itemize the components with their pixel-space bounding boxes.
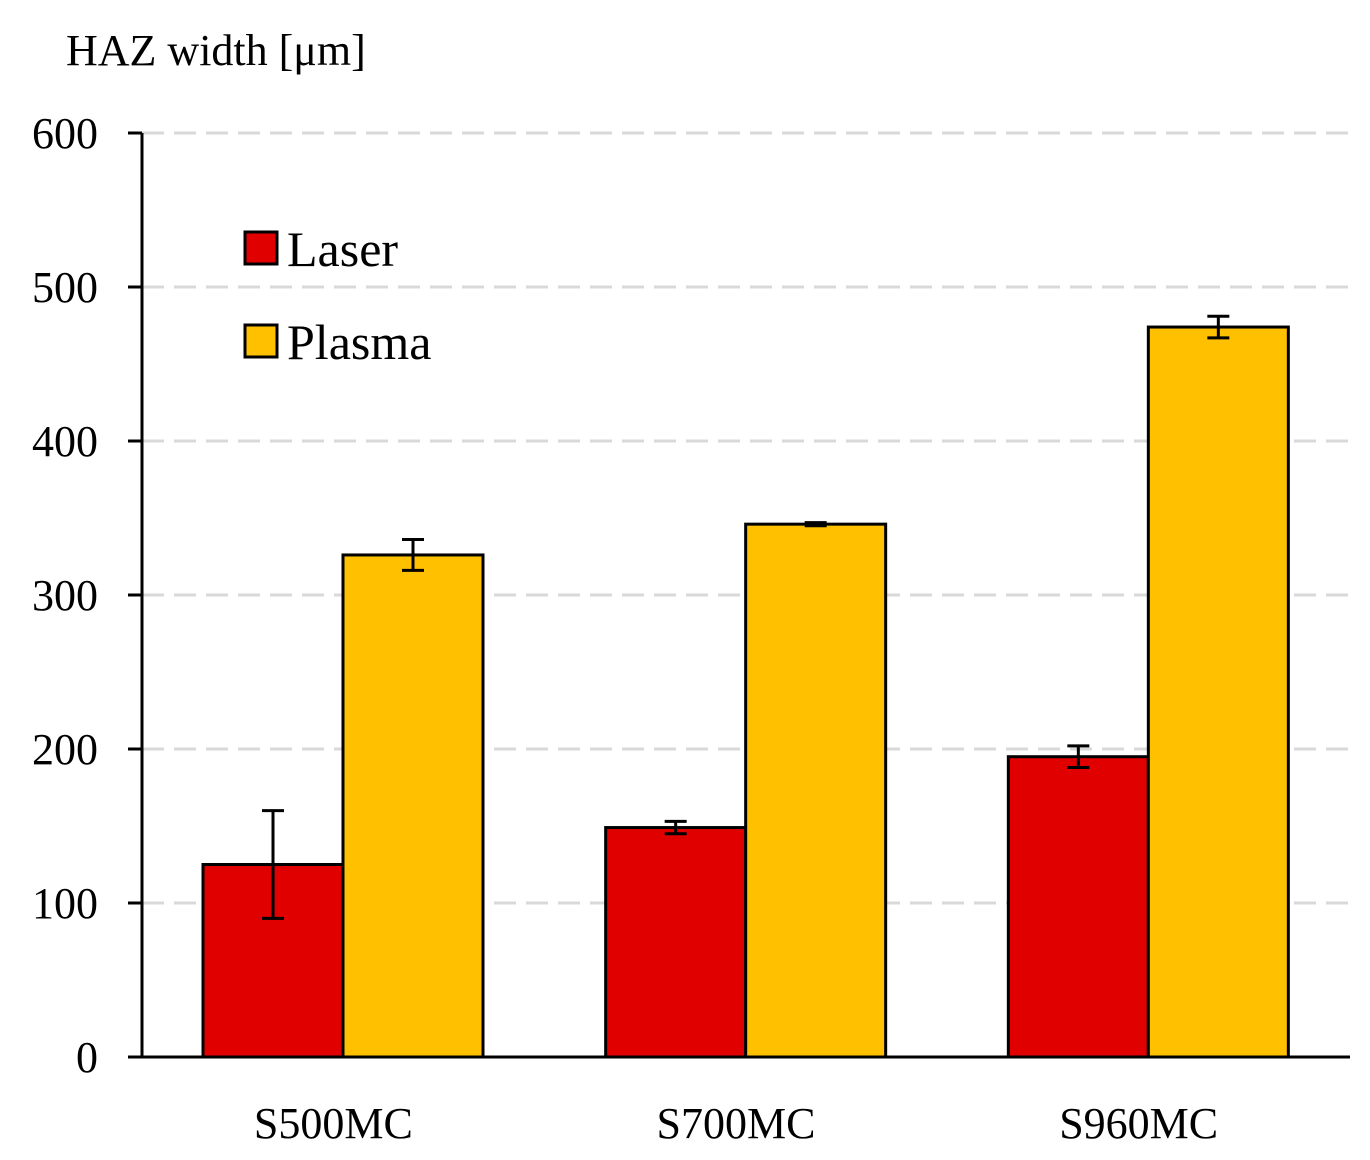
y-tick-label-600: 600 (32, 109, 98, 158)
legend-label-laser: Laser (287, 221, 398, 277)
error-bar-laser-s500mc (262, 809, 284, 920)
bar-plasma-s500mc (341, 553, 485, 1059)
legend-item-laser: Laser (243, 221, 398, 277)
x-axis-category-labels: S500MC S700MC S960MC (254, 1099, 1218, 1148)
y-tick-label-200: 200 (32, 725, 98, 774)
bars (201, 314, 1290, 1059)
error-bar-laser-s960mc (1067, 744, 1090, 769)
bar-plasma-s700mc (744, 522, 888, 1059)
legend-label-plasma: Plasma (287, 314, 431, 370)
x-category-label-s700mc: S700MC (657, 1099, 816, 1148)
y-tick-label-400: 400 (32, 417, 98, 466)
error-bar-plasma-s960mc (1207, 314, 1230, 340)
bar-laser-s960mc (1006, 755, 1150, 1059)
error-bar-plasma-s500mc (402, 538, 424, 572)
legend: Laser Plasma (243, 221, 431, 370)
error-bar-laser-s700mc (664, 819, 687, 836)
y-tick-label-100: 100 (32, 879, 98, 928)
legend-swatch-plasma (243, 323, 279, 359)
bar-plasma-s960mc (1146, 325, 1290, 1059)
error-bar-plasma-s700mc (804, 521, 827, 528)
x-category-label-s960mc: S960MC (1059, 1099, 1218, 1148)
y-tick-label-300: 300 (32, 571, 98, 620)
bar-laser-s700mc (604, 826, 748, 1059)
y-axis-title: HAZ width [μm] (66, 26, 366, 75)
y-axis-ticks: 0 100 200 300 400 500 600 (32, 109, 142, 1082)
y-tick-label-0: 0 (76, 1033, 98, 1082)
axes (128, 133, 1350, 1059)
x-category-label-s500mc: S500MC (254, 1099, 413, 1148)
legend-item-plasma: Plasma (243, 314, 431, 370)
legend-swatch-laser (243, 230, 279, 266)
y-tick-label-500: 500 (32, 263, 98, 312)
